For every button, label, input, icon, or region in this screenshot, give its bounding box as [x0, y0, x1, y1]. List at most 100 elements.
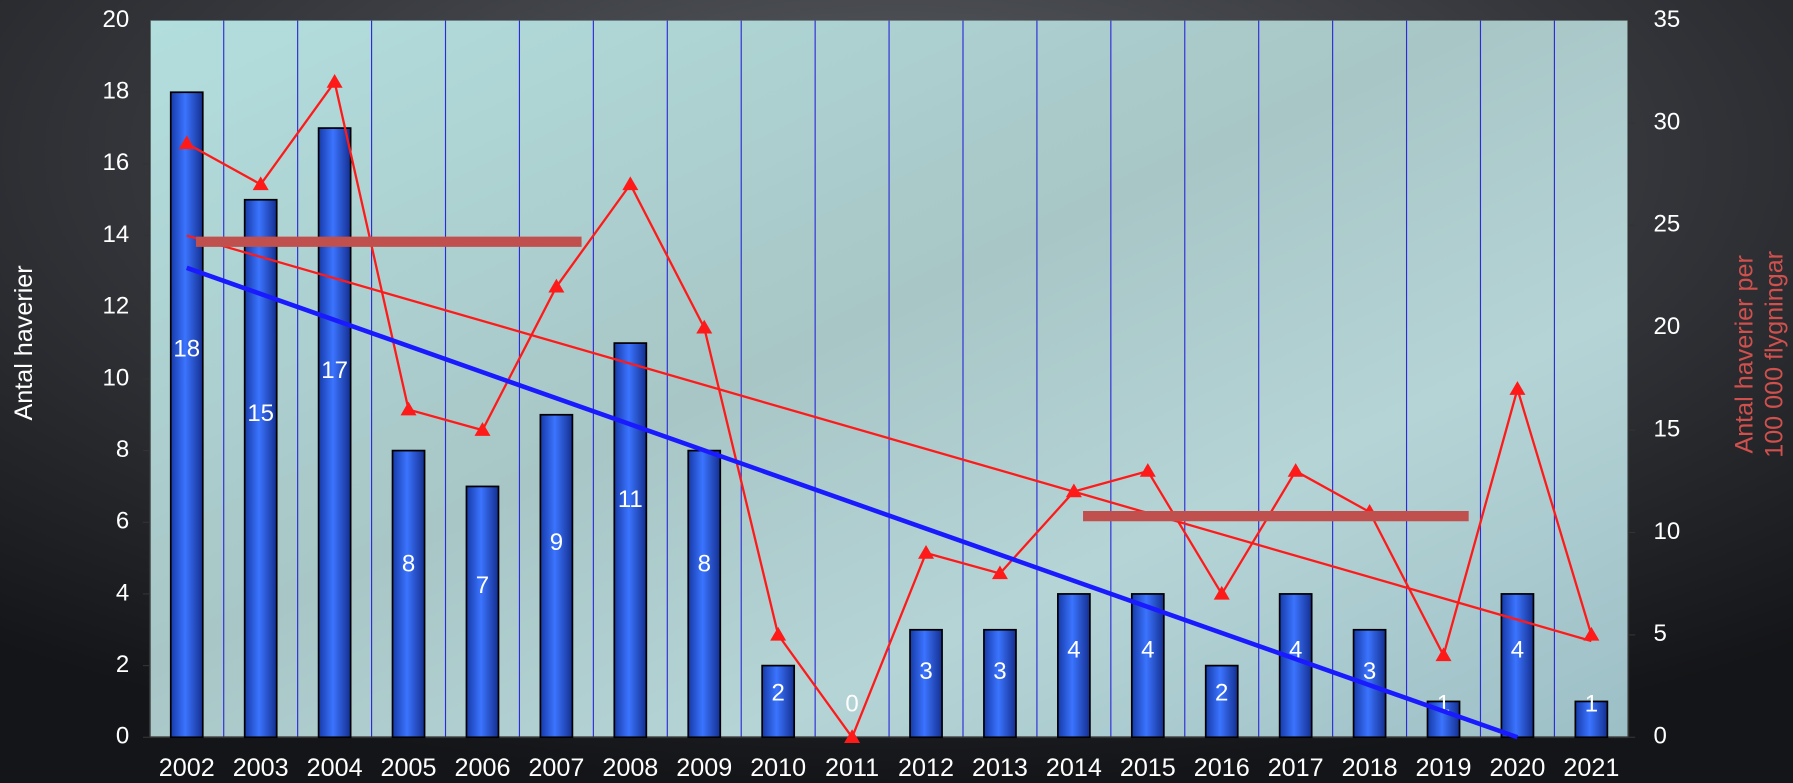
y2-tick-label: 30 — [1653, 108, 1680, 135]
bar — [391, 449, 426, 739]
line-marker — [400, 401, 417, 416]
line-marker — [1139, 463, 1156, 477]
y-tick-label: 10 — [103, 364, 130, 391]
y-tick-label: 8 — [116, 436, 129, 463]
value-label: 1 — [1585, 690, 1598, 717]
bar — [1574, 700, 1609, 739]
bar — [909, 628, 943, 739]
line-marker — [252, 176, 269, 191]
y2-tick-label: 10 — [1653, 518, 1680, 545]
line-marker — [918, 544, 935, 559]
x-tick-label: 2008 — [602, 754, 658, 782]
value-label: 9 — [550, 529, 563, 556]
line-marker — [844, 729, 861, 743]
bar — [1500, 593, 1535, 739]
value-label: 15 — [247, 400, 274, 427]
y-tick-label: 18 — [103, 78, 130, 105]
data-line — [186, 79, 1593, 740]
x-tick-label: 2015 — [1120, 754, 1176, 782]
value-label: 3 — [919, 658, 932, 685]
value-label: 11 — [618, 486, 643, 513]
value-label: 3 — [1363, 658, 1376, 685]
value-label: 2 — [771, 680, 784, 707]
value-label: 8 — [402, 551, 415, 578]
trend-line — [186, 265, 1519, 740]
x-tick-label: 2010 — [750, 754, 806, 782]
bar — [983, 628, 1017, 739]
x-tick-label: 2005 — [381, 754, 437, 782]
y2-tick-label: 0 — [1653, 723, 1666, 750]
y-tick-label: 12 — [103, 293, 130, 320]
line-marker — [1509, 381, 1526, 395]
line-marker — [548, 278, 565, 293]
y-tick-label: 2 — [116, 651, 129, 678]
y-tick-label: 6 — [116, 508, 129, 535]
bar — [1204, 664, 1239, 739]
bar — [169, 91, 204, 739]
bar — [1278, 593, 1313, 739]
line-marker — [1583, 626, 1600, 641]
bar — [465, 485, 500, 739]
x-tick-label: 2006 — [454, 754, 510, 782]
x-tick-label: 2004 — [307, 754, 363, 782]
value-label: 2 — [1215, 680, 1228, 707]
line-marker — [326, 74, 343, 88]
x-tick-label: 2021 — [1563, 754, 1619, 782]
line-marker — [696, 319, 713, 334]
line-marker — [770, 626, 787, 641]
value-label: 0 — [845, 690, 858, 717]
x-tick-label: 2019 — [1416, 754, 1472, 782]
y-tick-label: 20 — [103, 6, 130, 33]
x-tick-label: 2007 — [528, 754, 584, 782]
line-marker — [622, 176, 639, 191]
x-tick-label: 2009 — [676, 754, 732, 782]
y-tick-label: 4 — [116, 579, 129, 606]
value-label: 4 — [1067, 637, 1080, 664]
y-axis-label: Antal haverier — [10, 265, 38, 420]
trend-line — [186, 234, 1592, 643]
value-label: 4 — [1141, 637, 1154, 664]
line-marker — [178, 135, 195, 150]
bar — [613, 342, 648, 739]
value-label: 18 — [173, 336, 200, 363]
y2-axis-label: Antal haverier per — [1731, 255, 1759, 453]
x-tick-label: 2003 — [233, 754, 289, 782]
y-tick-label: 0 — [116, 723, 129, 750]
value-label: 8 — [698, 551, 711, 578]
y2-tick-label: 35 — [1653, 6, 1680, 33]
bar — [539, 413, 574, 739]
y2-tick-label: 5 — [1653, 620, 1666, 647]
y-tick-label: 14 — [103, 221, 130, 248]
y2-axis-label: 100 000 flygningar — [1760, 251, 1788, 458]
x-tick-label: 2002 — [159, 754, 215, 782]
bar — [1130, 593, 1165, 739]
y2-tick-label: 15 — [1653, 415, 1680, 442]
bar — [317, 127, 352, 739]
y-tick-label: 16 — [103, 149, 130, 176]
value-label: 3 — [993, 658, 1006, 685]
bar — [243, 198, 278, 739]
y2-tick-label: 20 — [1653, 313, 1680, 340]
value-label: 17 — [321, 357, 348, 384]
x-tick-label: 2017 — [1268, 754, 1324, 782]
x-tick-label: 2013 — [972, 754, 1028, 782]
x-tick-label: 2018 — [1342, 754, 1398, 782]
line-marker — [991, 565, 1008, 580]
x-tick-label: 2016 — [1194, 754, 1250, 782]
line-marker — [474, 422, 491, 436]
line-marker — [1435, 647, 1452, 662]
bar — [687, 449, 722, 739]
line-marker — [1213, 585, 1230, 600]
bar — [761, 664, 796, 739]
y2-tick-label: 25 — [1653, 211, 1680, 238]
line-marker — [1287, 463, 1304, 477]
x-tick-label: 2011 — [825, 754, 879, 782]
value-label: 7 — [476, 572, 489, 599]
value-label: 4 — [1511, 637, 1524, 664]
x-tick-label: 2012 — [898, 754, 954, 782]
x-tick-label: 2014 — [1046, 754, 1102, 782]
x-tick-label: 2020 — [1489, 754, 1545, 782]
bar — [1057, 593, 1091, 739]
